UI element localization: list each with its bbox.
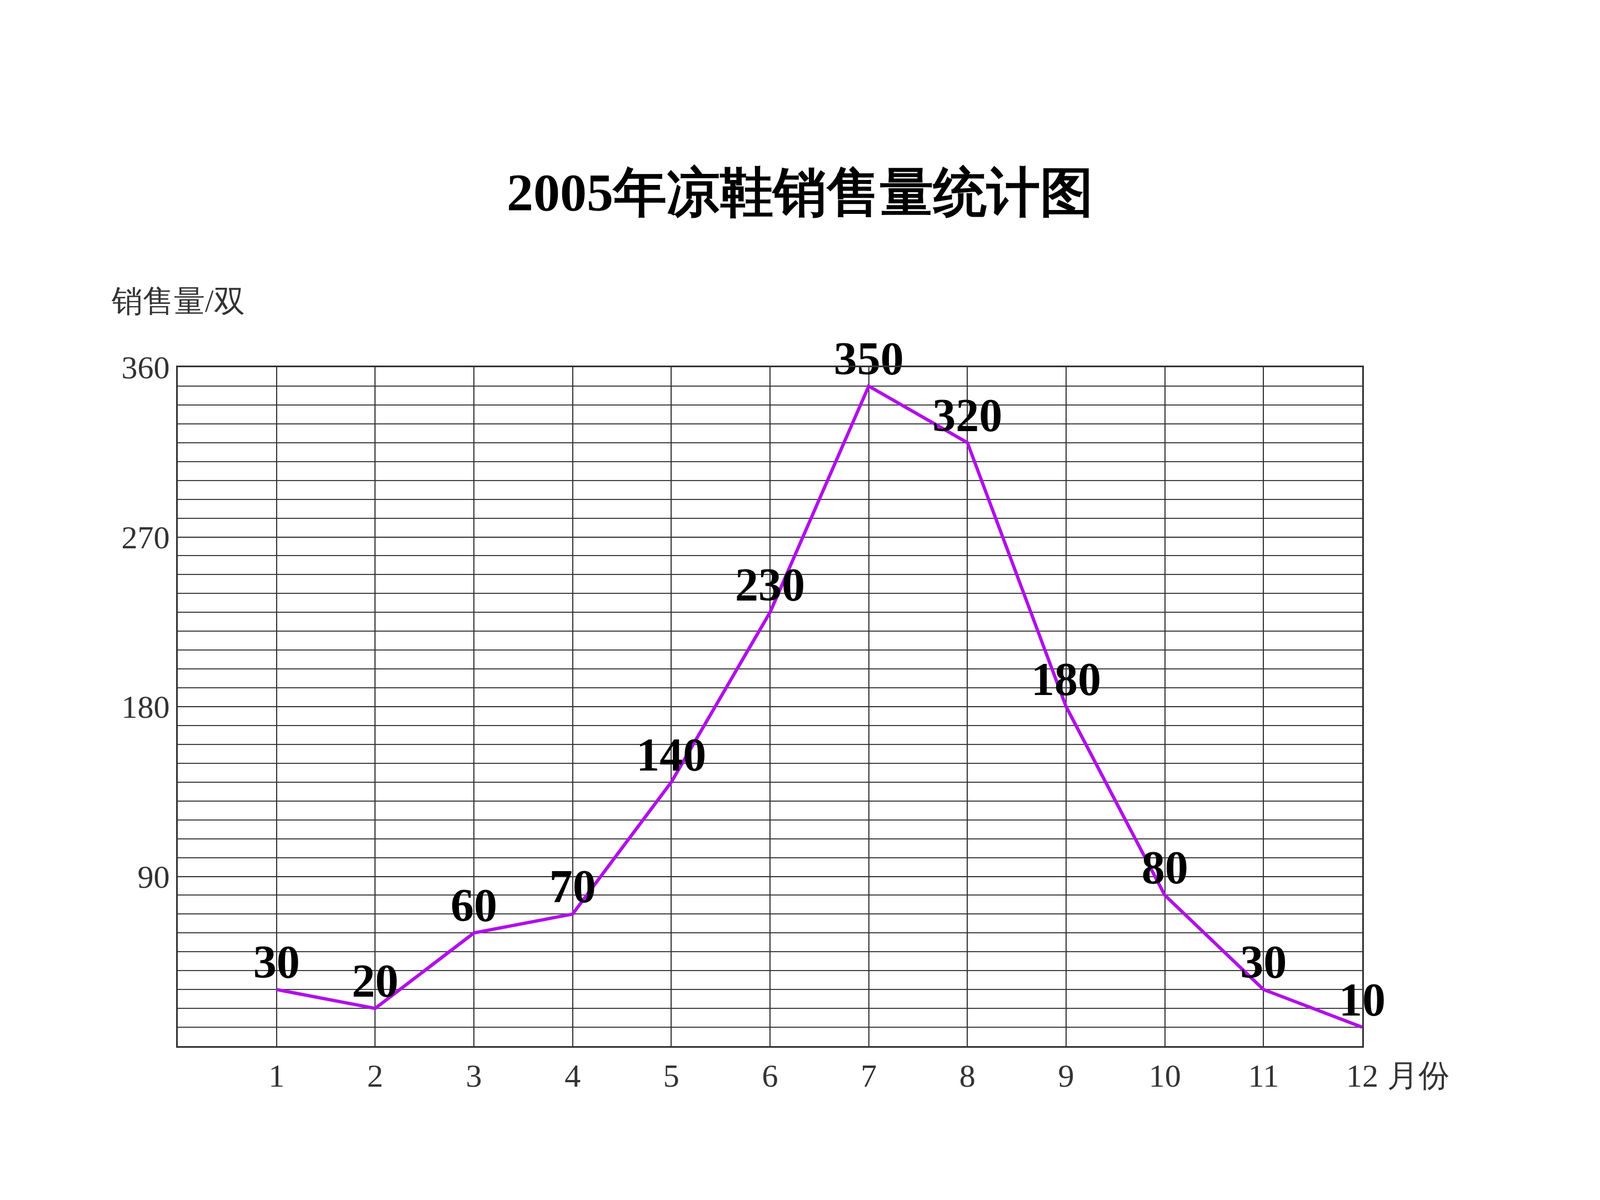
- svg-text:270: 270: [121, 519, 170, 556]
- svg-text:2: 2: [367, 1057, 384, 1094]
- svg-text:销售量/双: 销售量/双: [111, 283, 245, 319]
- svg-text:230: 230: [735, 558, 805, 611]
- svg-text:90: 90: [137, 858, 170, 895]
- svg-text:180: 180: [121, 688, 170, 725]
- svg-text:9: 9: [1058, 1057, 1075, 1094]
- svg-text:10: 10: [1338, 973, 1386, 1026]
- svg-text:80: 80: [1141, 841, 1189, 894]
- svg-text:360: 360: [121, 349, 170, 386]
- svg-text:5: 5: [663, 1057, 680, 1094]
- svg-text:7: 7: [860, 1057, 877, 1094]
- svg-text:320: 320: [932, 389, 1003, 442]
- svg-text:12: 12: [1346, 1057, 1379, 1094]
- svg-text:10: 10: [1148, 1057, 1182, 1094]
- svg-text:180: 180: [1031, 653, 1102, 705]
- svg-text:8: 8: [959, 1057, 976, 1094]
- svg-text:2005年凉鞋销售量统计图: 2005年凉鞋销售量统计图: [506, 162, 1094, 223]
- svg-text:60: 60: [450, 879, 498, 932]
- svg-text:月份: 月份: [1387, 1058, 1450, 1093]
- svg-text:4: 4: [564, 1057, 581, 1094]
- svg-text:30: 30: [253, 936, 300, 988]
- svg-text:30: 30: [1240, 936, 1287, 988]
- svg-text:6: 6: [762, 1057, 779, 1094]
- svg-text:11: 11: [1247, 1057, 1279, 1094]
- svg-text:70: 70: [549, 860, 597, 913]
- svg-text:350: 350: [833, 332, 904, 385]
- svg-text:20: 20: [351, 955, 399, 1007]
- svg-text:3: 3: [466, 1057, 483, 1094]
- svg-text:1: 1: [268, 1057, 285, 1094]
- svg-text:140: 140: [636, 728, 707, 781]
